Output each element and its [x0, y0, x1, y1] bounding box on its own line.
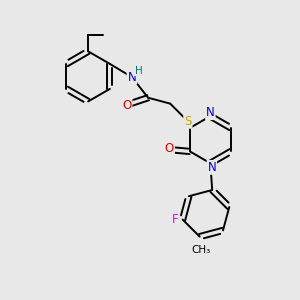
- Text: N: N: [206, 106, 215, 119]
- Text: H: H: [134, 66, 142, 76]
- Text: O: O: [165, 142, 174, 155]
- Text: F: F: [172, 213, 178, 226]
- Text: O: O: [122, 99, 131, 112]
- Text: N: N: [208, 161, 216, 174]
- Text: CH₃: CH₃: [191, 245, 211, 255]
- Text: N: N: [128, 70, 136, 84]
- Text: S: S: [184, 115, 192, 128]
